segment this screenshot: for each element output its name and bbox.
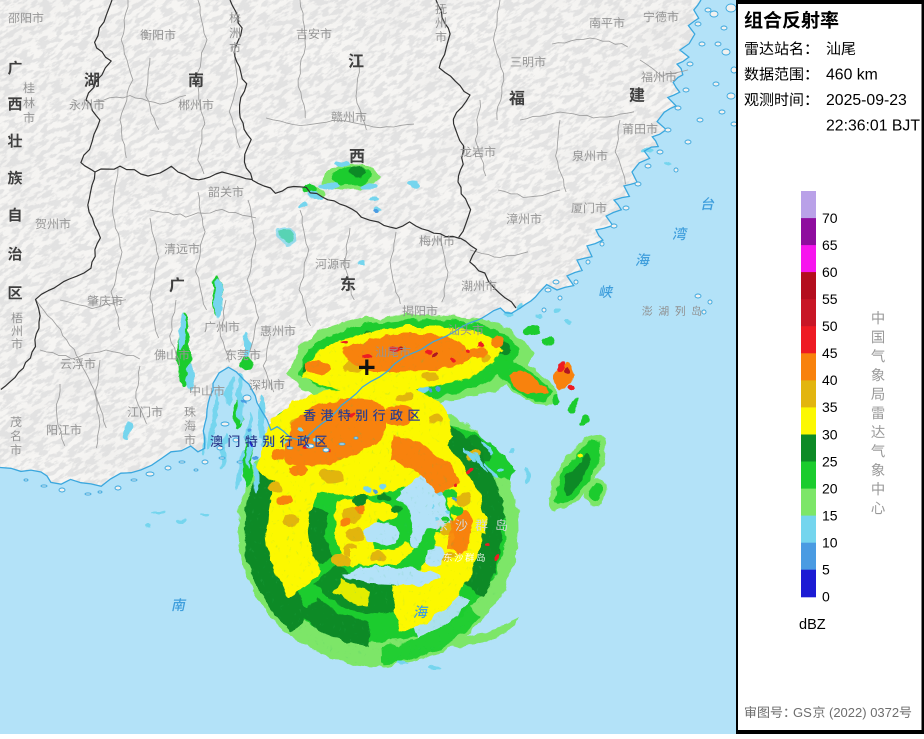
svg-text:22:36:01 BJT: 22:36:01 BJT (826, 118, 920, 135)
svg-text:0: 0 (822, 589, 830, 605)
svg-text:35: 35 (822, 399, 838, 415)
svg-text:460 km: 460 km (826, 67, 878, 84)
svg-text:60: 60 (822, 264, 838, 280)
svg-text:45: 45 (822, 345, 838, 361)
svg-text:20: 20 (822, 480, 838, 496)
svg-text:dBZ: dBZ (799, 617, 826, 633)
svg-text:10: 10 (822, 535, 838, 551)
svg-text:2025-09-23: 2025-09-23 (826, 92, 907, 109)
svg-text:50: 50 (822, 318, 838, 334)
svg-text:65: 65 (822, 237, 838, 253)
svg-text:25: 25 (822, 453, 838, 469)
svg-text:40: 40 (822, 372, 838, 388)
svg-text:55: 55 (822, 291, 838, 307)
svg-text:(2022) 0372: (2022) 0372 (829, 705, 899, 720)
svg-text:30: 30 (822, 426, 838, 442)
svg-text:5: 5 (822, 562, 830, 578)
svg-text:GS: GS (793, 705, 812, 720)
svg-text:70: 70 (822, 210, 838, 226)
svg-text:15: 15 (822, 507, 838, 523)
